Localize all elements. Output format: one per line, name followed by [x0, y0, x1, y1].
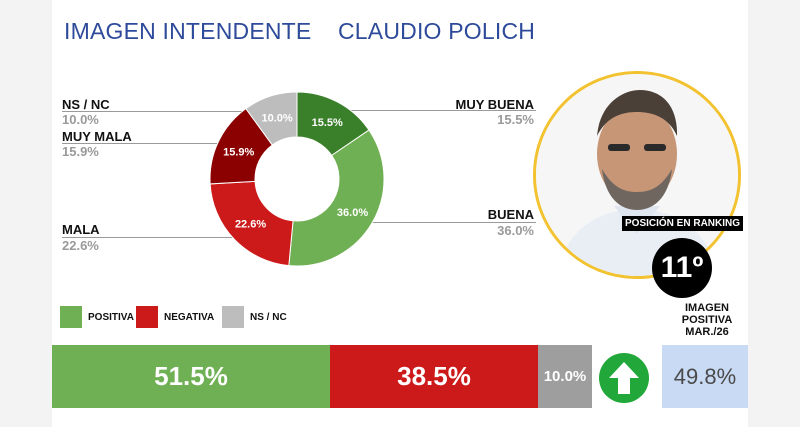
bar-ns-nc: 10.0%: [538, 345, 592, 408]
slice-muy-buena-label: 15.5%: [312, 117, 343, 129]
legend-label-positiva: POSITIVA: [88, 312, 134, 323]
value-ns-nc: 10.0%: [62, 112, 99, 127]
legend-label-negativa: NEGATIVA: [164, 312, 215, 323]
donut-chart: 15.5% 36.0% 22.6% 15.9% 10.0%: [209, 91, 385, 267]
slice-ns-nc: [245, 91, 298, 146]
legend-swatch-negativa: [136, 306, 158, 328]
value-buena: 36.0%: [497, 223, 534, 238]
right-margin: [748, 0, 800, 427]
ranking-label: POSICIÓN EN RANKING: [622, 216, 744, 231]
label-muy-buena: MUY BUENA: [455, 97, 535, 112]
bar-negativa: 38.5%: [330, 345, 538, 408]
legend-swatch-positiva: [60, 306, 82, 328]
leader-line-muy-buena: [338, 110, 536, 111]
bar-negativa-label: 38.5%: [397, 361, 471, 391]
leader-line-mala: [62, 237, 240, 238]
value-muy-mala: 15.9%: [62, 144, 99, 159]
bar-ns-nc-label: 10.0%: [543, 368, 587, 385]
ranking-badge: 11º: [652, 238, 712, 298]
arrow-up-icon: [609, 362, 639, 394]
label-ns-nc: NS / NC: [62, 97, 110, 112]
value-muy-buena: 15.5%: [497, 112, 534, 127]
slice-muy-mala-label: 15.9%: [223, 146, 254, 158]
image-positive-value: 49.8%: [662, 345, 748, 408]
slice-mala-label: 22.6%: [235, 219, 266, 231]
legend-label-ns-nc: NS / NC: [250, 312, 287, 323]
legend-swatch-ns-nc: [222, 306, 244, 328]
leader-line-muy-mala: [62, 143, 220, 144]
label-muy-mala: MUY MALA: [62, 129, 132, 144]
label-mala: MALA: [62, 222, 100, 237]
title-candidate-name: CLAUDIO POLICH: [338, 18, 536, 44]
label-buena: BUENA: [487, 207, 534, 222]
portrait-illustration: [536, 74, 738, 276]
bar-positiva: 51.5%: [52, 345, 330, 408]
slice-buena-label: 36.0%: [337, 207, 368, 219]
bar-positiva-label: 51.5%: [154, 361, 228, 391]
leader-line-buena: [372, 222, 536, 223]
title-imagen-intendente: IMAGEN INTENDENTE: [64, 18, 312, 44]
image-positive-label: IMAGEN POSITIVA MAR./26: [681, 302, 733, 338]
value-mala: 22.6%: [62, 238, 99, 253]
leader-line-ns-nc: [62, 111, 272, 112]
trend-badge: [599, 353, 649, 403]
candidate-photo: [533, 71, 741, 279]
left-margin: [0, 0, 52, 427]
slice-buena: [288, 129, 385, 267]
slice-ns-nc-label: 10.0%: [261, 113, 292, 125]
